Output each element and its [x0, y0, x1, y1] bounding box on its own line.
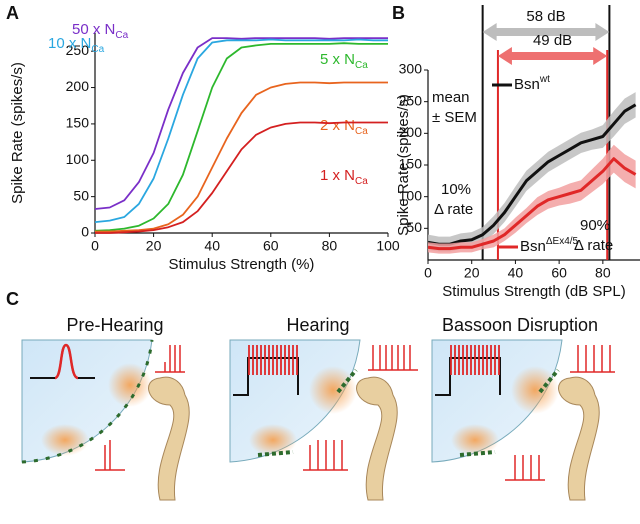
series-line [427, 157, 637, 251]
arrow-label: 49 dB [533, 32, 572, 49]
legend-label: Bsnwt [514, 74, 550, 93]
legend-label: 10 x NCa [48, 35, 105, 55]
x-tick-label: 20 [464, 265, 480, 281]
x-tick-label: 0 [91, 238, 99, 254]
series-line [427, 103, 637, 246]
panel-label: C [6, 289, 19, 309]
legend-label: 5 x NCa [320, 51, 368, 71]
legend-name: 10 x N [48, 35, 91, 52]
legend-name: Bsn [514, 76, 540, 93]
error-band [428, 92, 636, 252]
y-tick-label: 50 [406, 219, 422, 235]
legend-script: wt [539, 74, 550, 85]
series-line [95, 81, 388, 233]
legend-script: ΔEx4/5 [546, 236, 579, 247]
legend-name: Bsn [520, 238, 546, 255]
annotation: mean [432, 89, 470, 106]
annotation: 10% [441, 181, 471, 198]
y-axis-label: Spike Rate (spikes/s) [395, 94, 412, 236]
x-tick-label: 40 [204, 238, 220, 254]
x-tick-label: 80 [595, 265, 611, 281]
panel-title: Pre-Hearing [66, 315, 163, 335]
y-tick-label: 100 [399, 187, 423, 203]
y-tick-label: 0 [81, 224, 89, 240]
annotation: Δ rate [574, 237, 613, 254]
y-tick-label: 250 [399, 92, 423, 108]
series-line [94, 37, 388, 210]
legend-label: BsnΔEx4/5 [520, 236, 579, 255]
legend-script: Ca [91, 44, 104, 55]
legend-label: 2 x NCa [320, 117, 368, 137]
series-line [95, 121, 388, 234]
legend-name: 2 x N [320, 117, 355, 134]
legend-name: 1 x N [320, 167, 355, 184]
arrow-label: 58 dB [526, 8, 565, 25]
x-axis-label: Stimulus Strength (%) [169, 256, 315, 273]
y-tick-label: 150 [66, 115, 90, 131]
legend-name: 5 x N [320, 51, 355, 68]
panel-title: Bassoon Disruption [442, 315, 598, 335]
x-tick-label: 80 [322, 238, 338, 254]
x-axis-label: Stimulus Strength (dB SPL) [442, 283, 625, 300]
legend-script: Ca [355, 126, 368, 137]
y-tick-label: 250 [66, 42, 90, 58]
y-tick-label: 100 [66, 151, 90, 167]
series-line [94, 38, 388, 223]
arrow-head [482, 23, 610, 41]
error-band [428, 144, 636, 254]
series-line [94, 42, 388, 232]
y-tick-label: 200 [399, 124, 423, 140]
y-tick-label: 50 [73, 187, 89, 203]
y-tick-label: 200 [66, 78, 90, 94]
x-tick-label: 40 [508, 265, 524, 281]
annotation: ± SEM [432, 109, 477, 126]
x-tick-label: 100 [376, 238, 400, 254]
x-tick-label: 60 [551, 265, 567, 281]
panel-title: Hearing [286, 315, 349, 335]
annotation: Δ rate [434, 201, 473, 218]
x-tick-label: 20 [146, 238, 162, 254]
y-axis-label: Spike Rate (spikes/s) [9, 62, 26, 204]
annotation: 90% [580, 217, 610, 234]
y-tick-label: 150 [399, 156, 423, 172]
legend-label: 50 x NCa [72, 21, 129, 41]
panel-c-drawing [21, 339, 615, 501]
x-tick-label: 0 [424, 265, 432, 281]
legend-script: Ca [355, 176, 368, 187]
legend-script: Ca [115, 30, 128, 41]
legend-label: 1 x NCa [320, 167, 368, 187]
y-tick-label: 300 [399, 61, 423, 77]
x-tick-label: 60 [263, 238, 279, 254]
legend-script: Ca [355, 60, 368, 71]
panel-label: A [6, 3, 19, 23]
legend-name: 50 x N [72, 21, 115, 38]
panel-label: B [392, 3, 405, 23]
